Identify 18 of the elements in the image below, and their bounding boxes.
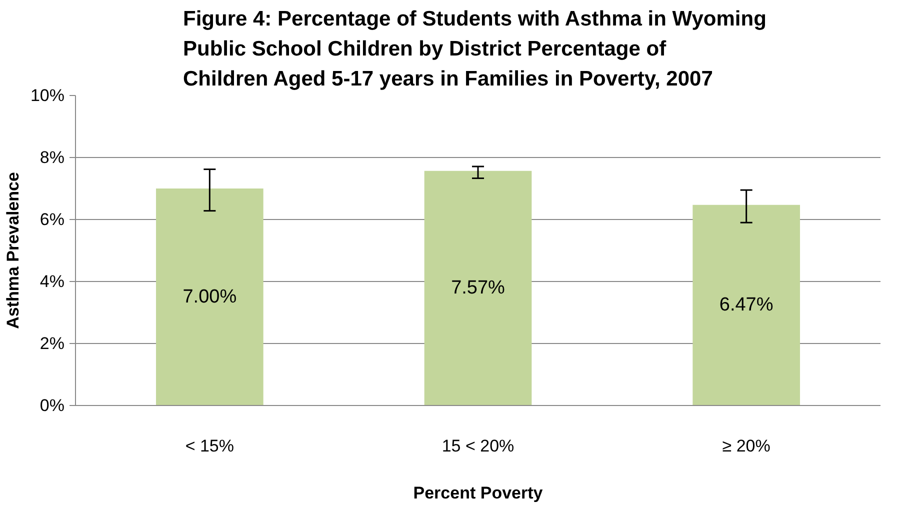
chart-title: Figure 4: Percentage of Students with Asthma in Wyoming Public School Children by District Percentage of Children Aged 5-17 years in Families in Poverty, 2007 (182, 8, 766, 90)
y-tick-label: 10% (30, 86, 65, 105)
x-tick-label: 15 < 20% (442, 436, 514, 456)
data-label: 7.00% (182, 286, 237, 308)
y-tick-label: 8% (40, 148, 65, 167)
x-tick-label: ≥ 20% (722, 436, 770, 456)
y-tick-label: 2% (40, 334, 65, 353)
bar (692, 204, 800, 406)
x-tick-label: < 15% (185, 436, 234, 456)
y-tick-label: 4% (40, 272, 65, 291)
bar (424, 170, 532, 406)
data-label: 7.57% (451, 278, 506, 299)
y-tick-label: 0% (40, 396, 65, 415)
y-axis-title: Asthma Prevalence (3, 172, 22, 329)
data-label: 6.47% (719, 294, 774, 316)
y-tick-label: 6% (40, 210, 65, 229)
x-axis-title: Percent Poverty (413, 484, 544, 502)
bar (156, 188, 264, 406)
